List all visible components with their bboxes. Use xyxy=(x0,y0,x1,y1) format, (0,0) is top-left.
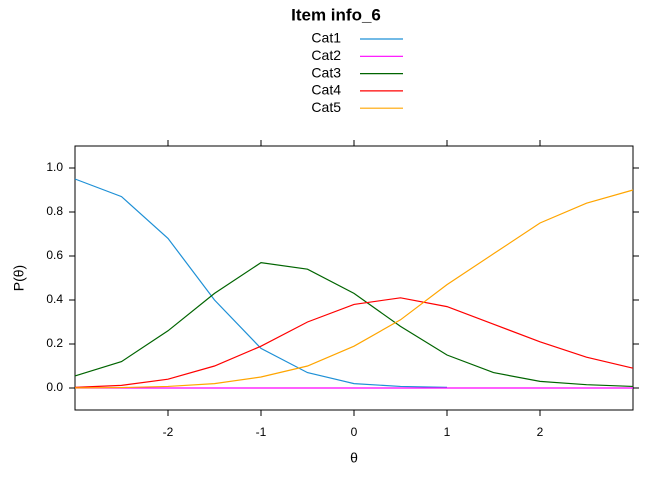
x-tick-label: -2 xyxy=(163,425,174,439)
x-tick-label: 0 xyxy=(351,425,358,439)
legend-label: Cat4 xyxy=(311,82,341,98)
y-tick-label: 0.0 xyxy=(46,380,63,394)
series-line xyxy=(74,178,448,388)
plot-frame xyxy=(74,145,634,411)
y-tick-label: 0.2 xyxy=(46,336,63,350)
y-axis-label: P(θ) xyxy=(11,265,27,291)
legend-label: Cat1 xyxy=(311,30,341,46)
x-tick-label: 1 xyxy=(444,425,451,439)
legend-label: Cat2 xyxy=(311,47,341,63)
y-tick-label: 0.6 xyxy=(46,248,63,262)
series-line xyxy=(74,189,634,389)
legend-label: Cat5 xyxy=(311,99,341,115)
y-tick-label: 0.8 xyxy=(46,204,63,218)
x-tick-label: 2 xyxy=(537,425,544,439)
legend-label: Cat3 xyxy=(311,64,341,80)
chart-title: Item info_6 xyxy=(291,5,381,24)
y-tick-label: 1.0 xyxy=(46,160,63,174)
y-tick-label: 0.4 xyxy=(46,292,63,306)
x-tick-label: -1 xyxy=(256,425,267,439)
x-axis-label: θ xyxy=(350,450,358,466)
series-line xyxy=(74,297,634,388)
series-line xyxy=(74,261,634,388)
